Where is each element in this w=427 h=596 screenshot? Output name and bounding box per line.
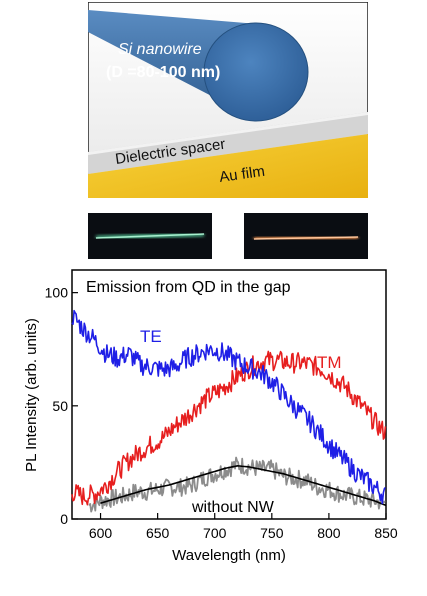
dielectric-spacer-shape bbox=[88, 112, 368, 174]
chart-title: Emission from QD in the gap bbox=[86, 279, 291, 296]
nanowire-label: Si nanowire bbox=[118, 41, 202, 58]
micrograph-te bbox=[88, 213, 212, 259]
micrograph-tm bbox=[244, 213, 368, 259]
annotation-without-nw: without NW bbox=[191, 499, 275, 516]
plot-frame bbox=[71, 269, 387, 520]
series-line-without-nw bbox=[88, 456, 386, 513]
x-tick-label: 600 bbox=[89, 525, 113, 541]
y-tick-label: 50 bbox=[52, 398, 68, 414]
schematic-panel: Si nanowire (D =80-100 nm) Dielectric sp… bbox=[87, 1, 369, 199]
series-line-te bbox=[71, 309, 386, 505]
x-tick-label: 750 bbox=[260, 525, 284, 541]
spectrum-chart-svg: 600 650 700 750 800 850 0 50 100 Emission from Q… bbox=[23, 269, 398, 564]
annotation-te: TE bbox=[140, 327, 162, 346]
diameter-label: (D =80-100 nm) bbox=[106, 64, 220, 81]
film-label: Au film bbox=[218, 163, 266, 186]
au-film-shape bbox=[88, 134, 368, 198]
x-tick-label: 800 bbox=[317, 525, 341, 541]
x-tick-label: 650 bbox=[146, 525, 170, 541]
y-tick-label: 0 bbox=[60, 511, 68, 527]
series-line-tm bbox=[71, 350, 387, 506]
y-axis-label: PL Intensity (arb. units) bbox=[23, 318, 40, 472]
annotation-tm: TM bbox=[317, 353, 342, 372]
x-tick-label: 700 bbox=[203, 525, 227, 541]
y-tick-label: 100 bbox=[45, 285, 69, 301]
series-line-fit bbox=[100, 465, 387, 507]
nanowire-schematic: Si nanowire (D =80-100 nm) Dielectric sp… bbox=[87, 1, 369, 199]
x-axis-label: Wavelength (nm) bbox=[172, 547, 286, 564]
x-tick-label: 850 bbox=[374, 525, 398, 541]
spectrum-chart: 600 650 700 750 800 850 0 50 100 Emission from Q… bbox=[0, 264, 427, 591]
